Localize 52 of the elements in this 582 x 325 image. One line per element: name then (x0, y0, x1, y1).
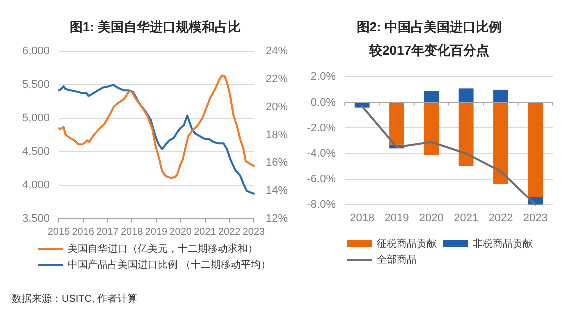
bar (494, 103, 508, 184)
legend-label: 美国自华进口（亿美元，十二期移动求和） (68, 242, 258, 255)
x-tick-label: 2018 (121, 226, 144, 238)
x-tick-label: 2020 (419, 212, 444, 224)
y2-tick-label: 20% (266, 101, 288, 114)
x-tick-label: 2022 (488, 212, 514, 224)
bar (494, 90, 508, 102)
x-tick-label: 2021 (454, 212, 479, 224)
legend-label: 非税商品贡献 (473, 238, 533, 250)
legend-label: 中国产品占美国进口比例 （十二期移动平均） (68, 258, 271, 271)
chart-subtitle: 较2017年变化百分点 (368, 42, 490, 58)
bar (424, 103, 440, 156)
y-tick-label: -8.0% (307, 198, 336, 211)
y-tick-label: 4,000 (22, 180, 50, 192)
x-tick-label: 2023 (242, 226, 266, 238)
y-tick-label: 3,500 (22, 213, 50, 226)
x-tick-label: 2018 (350, 212, 375, 224)
y2-tick-label: 22% (266, 74, 288, 86)
y-tick-label: 2.0% (310, 71, 336, 84)
x-tick-label: 2019 (384, 212, 410, 224)
legend-label: 全部商品 (377, 254, 417, 266)
x-tick-label: 2019 (145, 226, 168, 238)
y2-tick-label: 24% (266, 46, 288, 58)
y-tick-label: 4,500 (22, 146, 50, 158)
chart-title: 图2: 中国占美国进口比例 (356, 19, 502, 34)
x-tick-label: 2017 (96, 226, 120, 238)
chart-title: 图1: 美国自华进口规模和占比 (70, 19, 242, 34)
bar (458, 103, 474, 167)
y-tick-label: 0.0% (310, 96, 336, 109)
y2-tick-label: 18% (266, 129, 288, 142)
x-tick-label: 2022 (218, 226, 242, 238)
y-tick-label: 5,500 (22, 79, 50, 92)
y-tick-label: -2.0% (307, 122, 336, 134)
y2-tick-label: 16% (266, 157, 288, 170)
y-tick-label: -4.0% (307, 148, 336, 160)
y-tick-label: 6,000 (22, 46, 50, 58)
y2-tick-label: 12% (266, 213, 288, 226)
x-tick-label: 2023 (523, 212, 548, 224)
x-tick-label: 2021 (194, 226, 217, 238)
x-tick-label: 2016 (72, 226, 95, 238)
y-tick-label: -6.0% (307, 173, 336, 186)
bar (528, 103, 544, 198)
bar (354, 103, 370, 108)
bar (424, 91, 440, 102)
bar (458, 88, 474, 102)
bar (390, 103, 404, 145)
y2-tick-label: 14% (266, 185, 288, 198)
x-tick-label: 2015 (48, 226, 71, 238)
x-tick-label: 2020 (170, 226, 192, 238)
source-note: 数据来源：USITC, 作者计算 (12, 293, 138, 307)
y-tick-label: 5,000 (22, 112, 50, 125)
legend-label: 征税商品贡献 (377, 238, 437, 250)
